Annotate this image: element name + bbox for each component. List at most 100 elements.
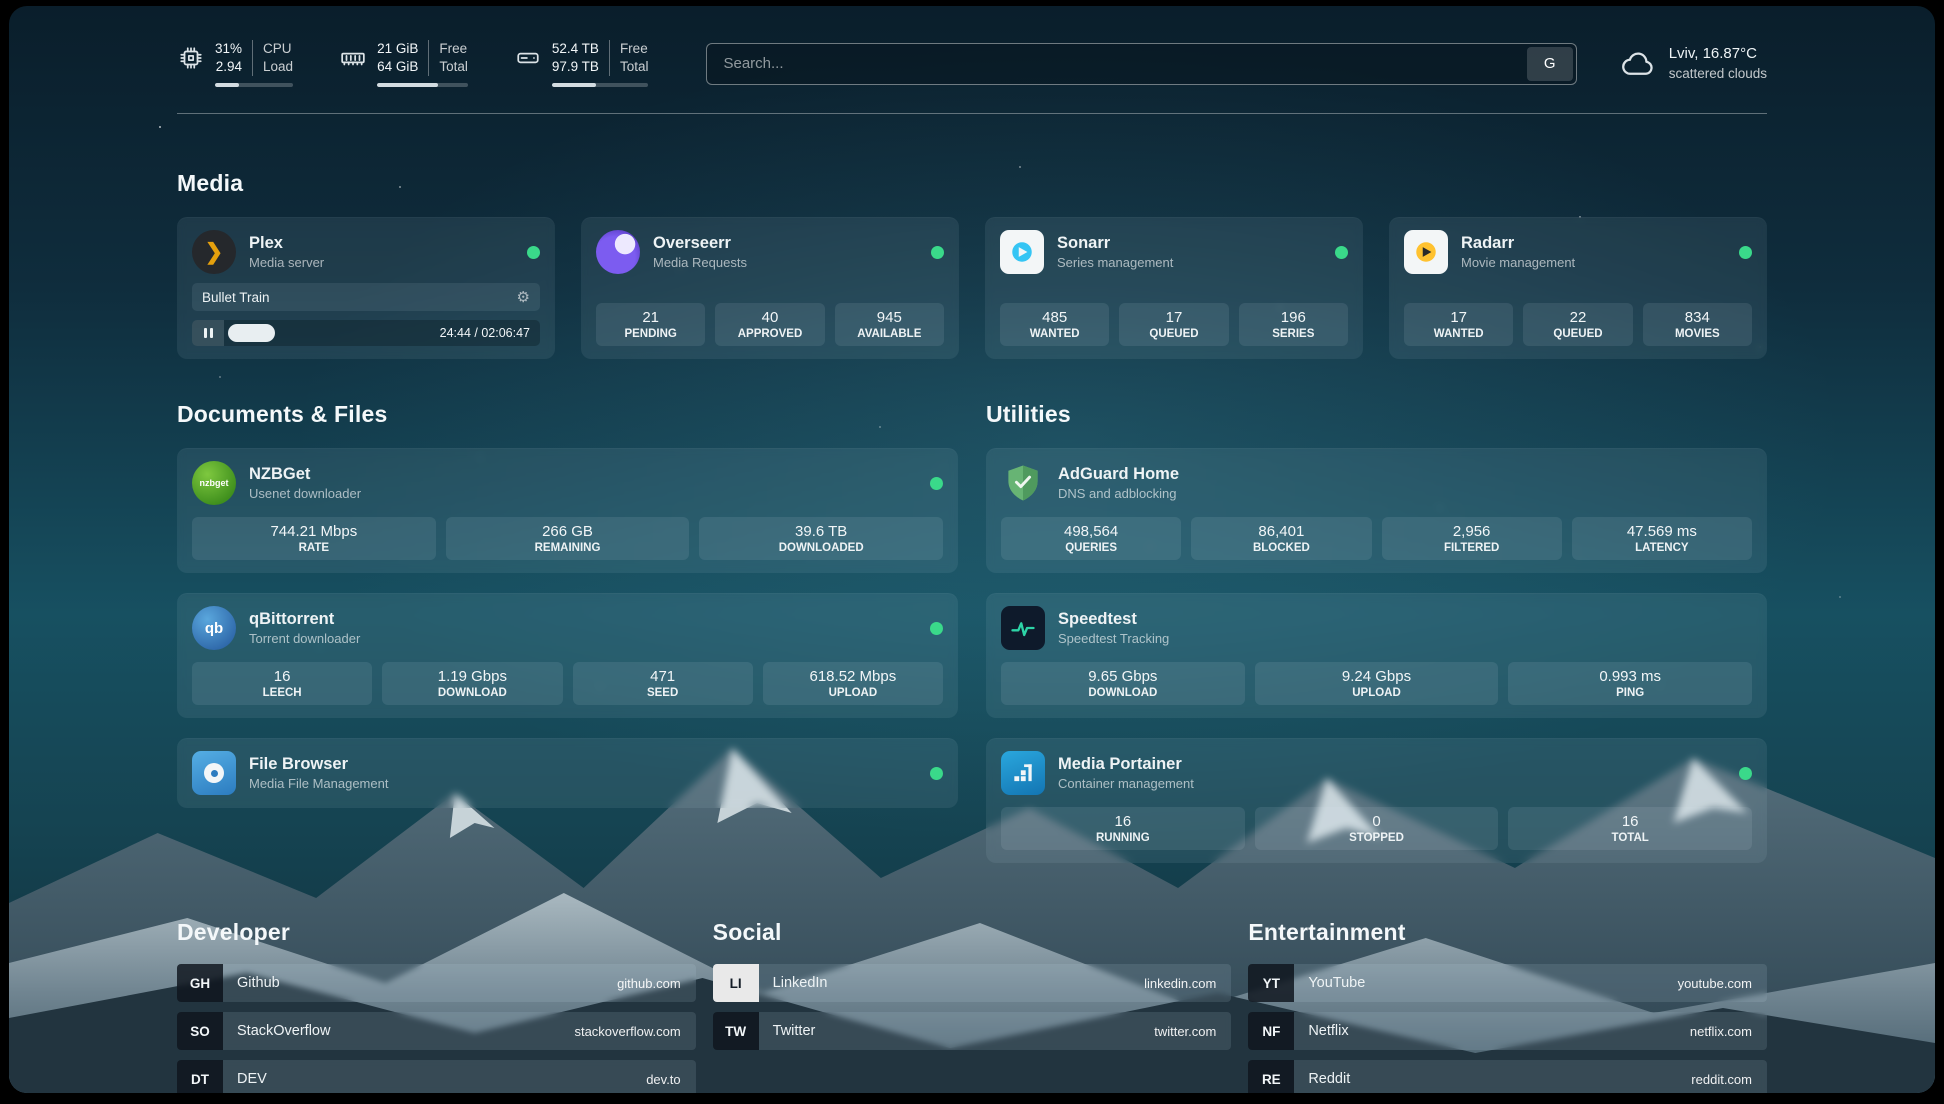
weather-condition: scattered clouds [1668, 65, 1767, 81]
bookmark-url: twitter.com [1154, 1023, 1217, 1039]
reddit-icon: RE [1248, 1060, 1295, 1093]
section-title-social: Social [712, 919, 782, 945]
cpu-load-value: 2.94 [215, 59, 243, 74]
section-title-utilities: Utilities [986, 401, 1071, 427]
bookmark-netflix[interactable]: NF Netflix netflix.com [1248, 1012, 1767, 1050]
bookmark-url: stackoverflow.com [574, 1023, 681, 1039]
app-name: Sonarr [1057, 234, 1111, 252]
dashboard-screen: 31% 2.94 CPU Load [9, 6, 1935, 1093]
playback-progress-track[interactable]: 24:44 / 02:06:47 [224, 320, 540, 346]
memory-total-value: 64 GiB [377, 59, 419, 74]
service-card-speedtest[interactable]: Speedtest Speedtest Tracking 9.65 Gbps D… [986, 593, 1767, 718]
bookmark-url: youtube.com [1677, 975, 1752, 991]
bookmark-reddit[interactable]: RE Reddit reddit.com [1248, 1060, 1767, 1093]
app-name: Speedtest [1058, 610, 1137, 628]
service-card-qbittorrent[interactable]: qb qBittorrent Torrent downloader 16 LEE… [177, 593, 958, 718]
service-card-nzbget[interactable]: nzbget NZBGet Usenet downloader 744.21 M… [177, 448, 958, 573]
search-input[interactable] [710, 55, 1527, 72]
status-indicator [930, 476, 943, 490]
dev-icon: DT [177, 1060, 223, 1093]
stat-value: 744.21 Mbps [270, 523, 358, 540]
stat-label: PENDING [624, 328, 677, 340]
bookmark-url: netflix.com [1689, 1023, 1752, 1039]
bookmark-group-social: Social LI LinkedIn linkedin.com TW Twitt… [712, 919, 1232, 1093]
stat-label: PING [1616, 687, 1645, 699]
section-documents: Documents & Files nzbget NZBGet Usenet d… [177, 401, 958, 863]
stat-value: 945 [876, 309, 902, 326]
stat-box: 266 GB REMAINING [445, 517, 690, 560]
memory-widget: 21 GiB 64 GiB Free Total [339, 40, 468, 87]
bookmark-dev[interactable]: DT DEV dev.to [177, 1060, 696, 1093]
service-card-radarr[interactable]: Radarr Movie management 17 WANTED 22 QUE… [1389, 217, 1767, 359]
stat-box: 47.569 ms LATENCY [1571, 517, 1752, 560]
stat-box: 1.19 Gbps DOWNLOAD [382, 662, 563, 705]
search-bar[interactable]: G [706, 42, 1577, 85]
pause-button[interactable] [192, 320, 224, 346]
bookmark-youtube[interactable]: YT YouTube youtube.com [1248, 964, 1767, 1002]
disk-free-label: Free [619, 41, 648, 56]
stat-label: SEED [646, 687, 679, 699]
status-indicator [1739, 245, 1752, 259]
cpu-usage-value: 31% [215, 41, 243, 56]
divider [252, 40, 254, 76]
service-card-sonarr[interactable]: Sonarr Series management 485 WANTED 17 Q… [985, 217, 1363, 359]
disk-widget: 52.4 TB 97.9 TB Free Total [514, 40, 649, 87]
twitter-icon: TW [712, 1012, 759, 1050]
stat-box: 0.993 ms PING [1508, 662, 1753, 705]
divider [608, 40, 610, 76]
stat-box: 498,564 QUERIES [1001, 517, 1182, 560]
stat-label: QUERIES [1065, 542, 1117, 554]
service-card-adguard[interactable]: AdGuard Home DNS and adblocking 498,564 … [986, 448, 1767, 573]
stat-value: 17 [1165, 309, 1183, 326]
bookmark-name: Reddit [1308, 1071, 1351, 1087]
app-name: Plex [249, 234, 283, 252]
stat-value: 40 [761, 309, 779, 326]
service-card-portainer[interactable]: Media Portainer Container management 16 … [986, 738, 1767, 863]
stat-value: 1.19 Gbps [437, 668, 507, 685]
bookmark-group-developer: Developer GH Github github.com SO StackO… [177, 919, 696, 1093]
service-card-overseerr[interactable]: Overseerr Media Requests 21 PENDING 40 A… [581, 217, 959, 359]
bookmark-group-entertainment: Entertainment YT YouTube youtube.com NF … [1248, 919, 1767, 1093]
bookmark-github[interactable]: GH Github github.com [177, 964, 696, 1002]
stat-box: 9.24 Gbps UPLOAD [1254, 662, 1499, 705]
app-subtitle: Container management [1058, 776, 1194, 791]
cpu-progress-track [215, 83, 294, 87]
portainer-icon [1001, 751, 1045, 795]
stat-label: WANTED [1433, 328, 1484, 340]
stat-value: 16 [1114, 813, 1132, 830]
bookmark-stackoverflow[interactable]: SO StackOverflow stackoverflow.com [177, 1012, 696, 1050]
section-title-developer: Developer [177, 919, 291, 945]
app-name: File Browser [249, 755, 349, 773]
disk-progress-fill [551, 83, 597, 87]
status-indicator [1335, 245, 1348, 259]
stat-label: DOWNLOADED [778, 542, 864, 554]
app-subtitle: Speedtest Tracking [1058, 631, 1170, 646]
settings-gear-icon[interactable]: ⚙ [516, 289, 530, 306]
stat-value: 471 [650, 668, 676, 685]
cpu-icon [177, 44, 205, 72]
bookmark-url: dev.to [646, 1071, 681, 1087]
cloud-icon [1619, 48, 1657, 80]
memory-icon [339, 44, 367, 72]
memory-total-label: Total [439, 59, 468, 74]
cpu-progress-fill [215, 83, 240, 87]
qbittorrent-icon: qb [192, 606, 236, 650]
bookmark-name: Github [237, 975, 280, 991]
bookmark-twitter[interactable]: TW Twitter twitter.com [712, 1012, 1232, 1050]
section-title-media: Media [177, 170, 244, 196]
service-card-plex[interactable]: ❯ Plex Media server Bullet Train ⚙ [177, 217, 555, 359]
bookmark-linkedin[interactable]: LI LinkedIn linkedin.com [712, 964, 1232, 1002]
service-card-filebrowser[interactable]: File Browser Media File Management [177, 738, 958, 808]
github-icon: GH [177, 964, 223, 1002]
stat-label: MOVIES [1674, 328, 1720, 340]
stat-value: 196 [1280, 309, 1306, 326]
memory-free-value: 21 GiB [377, 41, 419, 56]
top-bar: 31% 2.94 CPU Load [177, 6, 1767, 87]
app-subtitle: Series management [1057, 255, 1174, 270]
stat-box: 834 MOVIES [1642, 303, 1752, 346]
youtube-icon: YT [1248, 964, 1295, 1002]
player-progress-row: 24:44 / 02:06:47 [192, 320, 540, 346]
header-divider [177, 113, 1767, 114]
search-engine-button[interactable]: G [1526, 46, 1573, 81]
stat-label: LEECH [262, 687, 302, 699]
